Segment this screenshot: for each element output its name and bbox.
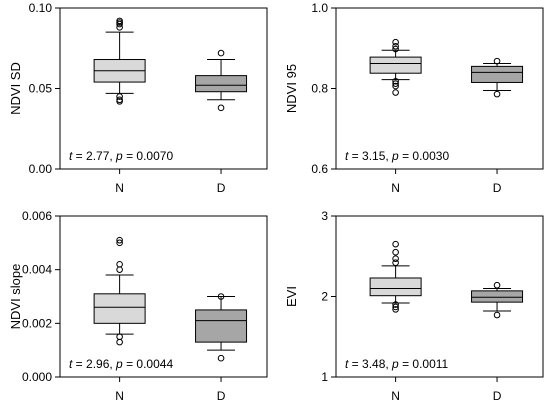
outlier-point: [116, 261, 123, 268]
iqr-box: [195, 75, 248, 93]
outlier-point: [392, 89, 399, 96]
box-D: [195, 49, 248, 112]
stat-p-value: = 0.0044: [123, 357, 174, 371]
y-tick-label: 2: [321, 290, 328, 304]
y-tick-label: 1: [321, 370, 328, 384]
outlier-point: [392, 301, 399, 308]
y-tick-label: 0.000: [22, 370, 52, 384]
outlier-point: [392, 38, 399, 46]
panel-4: 1 2 3 EVI N Dt = 3.48, p = 0.0011: [284, 209, 544, 403]
outlier-point: [392, 248, 399, 256]
stat-annotation: t = 2.96, p = 0.0044: [69, 357, 173, 371]
x-tick-label-N: N: [391, 389, 400, 403]
outlier-point: [392, 42, 399, 50]
y-axis-label: NDVI 95: [284, 64, 299, 113]
x-tick-label-N: N: [391, 181, 400, 195]
outlier-point: [116, 266, 123, 273]
outlier-point: [217, 104, 225, 112]
box-N: [93, 17, 146, 105]
y-tick-label: 1.0: [311, 1, 328, 15]
outlier-point: [116, 236, 123, 244]
iqr-box: [93, 293, 146, 324]
box-D: [471, 57, 524, 98]
y-tick-label: 3: [321, 209, 328, 223]
x-tick-label-D: D: [217, 181, 226, 195]
y-tick-label: 0.05: [29, 82, 53, 96]
stat-p-value: = 0.0030: [399, 149, 450, 163]
outlier-point: [392, 77, 399, 85]
iqr-box: [369, 277, 422, 297]
stat-p-label: p: [391, 149, 399, 163]
outlier-point: [116, 98, 123, 105]
box-N: [369, 38, 422, 96]
stat-t-label: t: [69, 357, 73, 371]
outlier-point: [116, 239, 123, 247]
stat-p-value: = 0.0070: [123, 149, 174, 163]
y-tick-label: 0.002: [22, 316, 52, 330]
iqr-box: [195, 309, 248, 343]
box-D: [195, 293, 248, 362]
stat-annotation: t = 3.15, p = 0.0030: [345, 149, 449, 163]
outlier-point: [392, 255, 399, 262]
stat-p-label: p: [115, 149, 123, 163]
y-tick-label: 0.6: [311, 162, 328, 176]
outlier-point: [116, 333, 123, 341]
x-tick-label-D: D: [493, 181, 502, 195]
panel-2: 0.6 0.8 1.0 NDVI 95 N Dt = 3.15, p = 0.0030: [284, 1, 544, 195]
outlier-point: [116, 24, 123, 31]
iqr-box: [471, 65, 524, 83]
y-tick-label: 0.10: [29, 1, 53, 15]
stat-t-value: = 3.15,: [348, 149, 392, 163]
outlier-point: [217, 293, 225, 300]
outlier-point: [116, 20, 123, 28]
stat-t-value: = 2.96,: [72, 357, 116, 371]
panel-3: 0.000 0.002 0.004 0.006 NDVI slope N Dt = 2.96…: [8, 209, 268, 403]
iqr-box: [471, 290, 524, 303]
stat-t-value: = 3.48,: [348, 357, 392, 371]
stat-p-label: p: [391, 357, 399, 371]
outlier-point: [493, 311, 501, 319]
outlier-point: [392, 240, 399, 248]
y-tick-label: 0.006: [22, 209, 52, 223]
outlier-point: [392, 80, 399, 87]
outlier-point: [392, 306, 399, 313]
outlier-point: [392, 303, 399, 311]
stat-t-label: t: [69, 149, 73, 163]
y-tick-label: 0.00: [29, 162, 53, 176]
x-tick-label-D: D: [493, 389, 502, 403]
outlier-point: [392, 82, 399, 90]
y-axis-label: NDVI slope: [8, 264, 23, 330]
y-axis-label: NDVI SD: [8, 62, 23, 115]
outlier-point: [217, 354, 225, 362]
outlier-point: [392, 259, 399, 266]
plot-frame: [59, 215, 268, 378]
outlier-point: [116, 338, 123, 346]
stat-annotation: t = 2.77, p = 0.0070: [69, 149, 173, 163]
outlier-point: [392, 45, 399, 53]
box-N: [93, 236, 146, 346]
plot-frame: [335, 7, 544, 170]
outlier-point: [493, 57, 501, 65]
x-tick-label-N: N: [115, 389, 124, 403]
iqr-box: [369, 56, 422, 74]
y-tick-label: 0.004: [22, 263, 52, 277]
outlier-point: [217, 49, 225, 57]
stat-annotation: t = 3.48, p = 0.0011: [345, 357, 449, 371]
y-tick-label: 0.8: [311, 82, 328, 96]
panel-1: 0.00 0.05 0.10 NDVI SD N Dt = 2.77, p = 0.007…: [8, 1, 268, 195]
stat-t-label: t: [345, 149, 349, 163]
outlier-point: [493, 90, 501, 98]
stat-p-value: = 0.0011: [399, 357, 449, 371]
outlier-point: [116, 93, 123, 100]
outlier-point: [493, 281, 501, 289]
stat-p-label: p: [115, 357, 123, 371]
box-D: [471, 281, 524, 319]
x-tick-label-N: N: [115, 181, 124, 195]
x-tick-label-D: D: [217, 389, 226, 403]
stat-t-value: = 2.77,: [72, 149, 116, 163]
y-axis-label: EVI: [284, 286, 299, 307]
stat-t-label: t: [345, 357, 349, 371]
box-N: [369, 240, 422, 313]
